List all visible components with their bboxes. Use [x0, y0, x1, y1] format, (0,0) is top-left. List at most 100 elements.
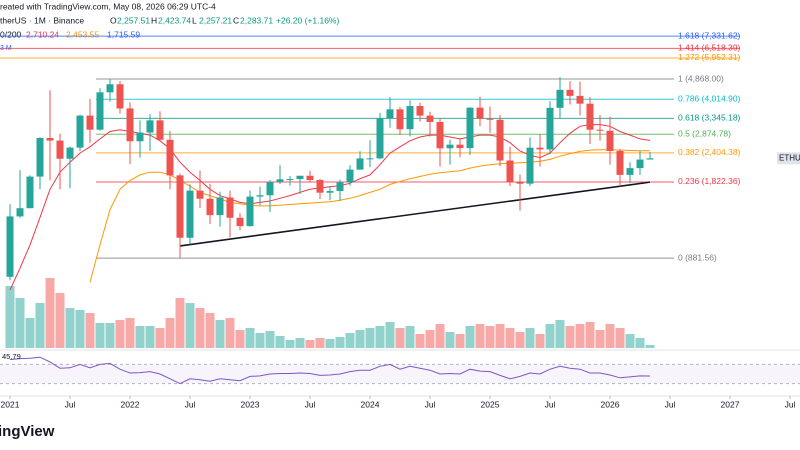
x-tick-label: Jul	[665, 399, 676, 409]
fib-label: 0.786 (4,014.90)	[678, 93, 741, 103]
candle-body	[576, 95, 584, 104]
price-tag: ETHUS	[779, 153, 800, 162]
candle-body	[366, 158, 374, 160]
candle-body	[46, 137, 54, 141]
volume-bar	[225, 318, 235, 348]
volume-bar	[155, 328, 165, 348]
candle-body	[226, 197, 234, 218]
ohlc-key: C	[233, 15, 239, 25]
candle-body	[336, 182, 344, 192]
volume-bar	[185, 303, 195, 348]
volume-bar	[625, 334, 635, 348]
ma-value: 2,453.55	[66, 29, 99, 39]
candle-body	[376, 118, 384, 159]
trendline	[179, 181, 651, 247]
volume-bar	[355, 330, 365, 348]
volume-bar	[335, 337, 345, 348]
volume-bar	[85, 313, 95, 348]
volume-bar	[315, 338, 325, 348]
volume-bar	[255, 333, 265, 348]
candle-body	[506, 160, 514, 182]
ohlc-value: 2,257.21	[199, 15, 232, 25]
candle-body	[246, 196, 254, 227]
candle-body	[196, 190, 204, 199]
x-tick-label: 2026	[601, 399, 620, 409]
candle-body	[136, 132, 144, 142]
candle-body	[456, 144, 464, 149]
ohlc-key: H	[151, 15, 157, 25]
volume-bar	[35, 303, 45, 348]
candle-body	[216, 197, 224, 216]
fib-label: 0.236 (1,822.36)	[678, 176, 741, 186]
volume-bar	[165, 318, 175, 348]
candle-body	[476, 107, 484, 119]
volume-bar	[435, 324, 445, 348]
volume-bar	[415, 334, 425, 348]
rsi-value: 45.79	[2, 352, 21, 361]
candle-body	[266, 181, 274, 196]
candle-body	[206, 198, 214, 216]
candle-body	[546, 107, 554, 150]
x-tick-label: 2021	[1, 399, 20, 409]
ohlc-value: 2,283.71	[240, 15, 273, 25]
volume-bar	[5, 286, 15, 348]
candle-body	[596, 129, 604, 131]
volume-bar	[445, 332, 455, 348]
candle-body	[126, 108, 134, 142]
candle-body	[6, 216, 14, 277]
fib-label: 1.414 (6,518.39)	[678, 43, 741, 53]
candle-body	[406, 106, 414, 130]
candle-body	[146, 120, 154, 133]
volume-bar	[95, 323, 105, 348]
candle-body	[56, 140, 64, 159]
volume-bar	[135, 326, 145, 348]
volume-bar	[645, 345, 655, 348]
candle-body	[416, 106, 424, 116]
volume-bar	[105, 323, 115, 348]
candle-body	[26, 176, 34, 209]
volume-bar	[405, 326, 415, 348]
ma-value: 2,710.24	[26, 29, 59, 39]
rsi-line	[9, 356, 651, 385]
candle-body	[16, 208, 24, 217]
x-tick-label: Jul	[785, 399, 796, 409]
volume-bar	[305, 340, 315, 348]
candle-body	[496, 119, 504, 161]
fib-label: 1 (4,868.00)	[678, 73, 724, 83]
volume-bar	[565, 326, 575, 348]
fib-label: 1.272 (5,952.31)	[678, 52, 741, 62]
volume-bar	[375, 326, 385, 348]
volume-bar	[365, 328, 375, 348]
volume-bar	[345, 333, 355, 348]
candle-body	[636, 159, 644, 169]
x-tick-label: 2025	[481, 399, 500, 409]
candle-body	[296, 175, 304, 180]
volume-bar	[125, 318, 135, 348]
ohlc-value: 2,257.51	[117, 15, 150, 25]
candle-body	[436, 121, 444, 149]
candle-body	[236, 217, 244, 227]
candle-body	[556, 89, 564, 108]
volume-bar	[325, 339, 335, 348]
ma-label: 0/200	[0, 29, 22, 39]
change: +26.20 (+1.16%)	[276, 15, 339, 25]
volume-bar	[285, 340, 295, 348]
candle-body	[256, 195, 264, 197]
candle-body	[106, 84, 114, 93]
volume-bar	[175, 298, 185, 348]
volume-bar	[495, 324, 505, 348]
volume-bar	[15, 298, 25, 348]
logo: ingView	[0, 423, 55, 440]
volume-bar	[235, 330, 245, 348]
credit: reated with TradingView.com, May 08, 202…	[0, 1, 216, 11]
x-tick-label: 2027	[721, 399, 740, 409]
candle-body	[386, 109, 394, 119]
volume-bar	[535, 334, 545, 348]
volume-bar	[275, 336, 285, 348]
x-tick-label: 2022	[121, 399, 140, 409]
volume-bar	[615, 328, 625, 348]
candle-body	[286, 179, 294, 181]
x-tick-label: Jul	[305, 399, 316, 409]
